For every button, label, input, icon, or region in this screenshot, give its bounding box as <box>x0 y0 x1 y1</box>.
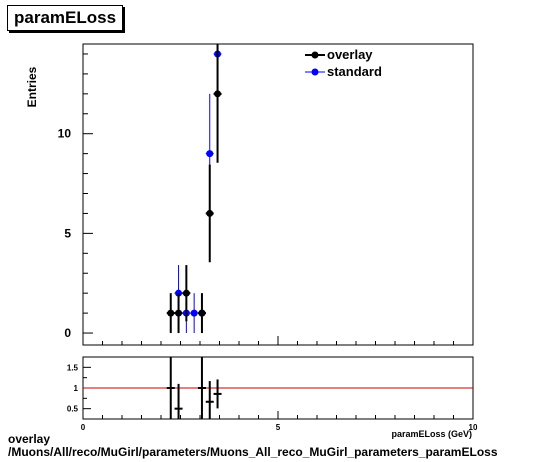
chart-title: paramELoss <box>7 5 124 31</box>
x-axis-label: paramELoss (GeV) <box>391 429 472 439</box>
main-y-axis: 0 5 10 <box>58 53 93 340</box>
main-y-tick-label: 10 <box>58 127 72 141</box>
point-overlay <box>175 309 183 317</box>
legend-standard-label: standard <box>327 64 382 79</box>
point-overlay <box>198 309 206 317</box>
ratio-x-tick-label: 5 <box>276 423 281 432</box>
y-axis-label: Entries <box>25 66 39 107</box>
point-overlay <box>167 309 175 317</box>
ratio-x-tick-label: 0 <box>81 423 86 432</box>
footer-caption: overlay /Muons/All/reco/MuGirl/parameter… <box>8 433 498 459</box>
ratio-x-axis: 0 5 10 <box>81 411 478 432</box>
footer-line-1: overlay <box>8 432 51 446</box>
legend-standard-marker <box>311 68 319 76</box>
main-y-tick-label: 5 <box>64 226 71 240</box>
point-standard <box>190 309 198 317</box>
main-series-layer <box>166 44 222 334</box>
main-y-tick-label: 0 <box>64 326 71 340</box>
main-frame <box>82 43 474 346</box>
ratio-points-layer <box>166 357 222 419</box>
ratio-y-tick-label: 1 <box>74 384 79 393</box>
point-overlay <box>206 209 214 217</box>
point-overlay <box>214 90 222 98</box>
legend: overlay standard <box>305 47 382 79</box>
footer-line-2: /Muons/All/reco/MuGirl/parameters/Muons_… <box>8 445 498 459</box>
ratio-y-tick-label: 1.5 <box>67 363 79 372</box>
ratio-y-tick-label: 0.5 <box>67 405 79 414</box>
point-standard <box>206 150 214 158</box>
legend-overlay-label: overlay <box>327 47 373 62</box>
point-overlay <box>182 289 190 297</box>
main-x-axis <box>82 336 474 345</box>
ratio-x-tick-label: 10 <box>469 423 478 432</box>
legend-overlay-marker <box>311 51 319 59</box>
